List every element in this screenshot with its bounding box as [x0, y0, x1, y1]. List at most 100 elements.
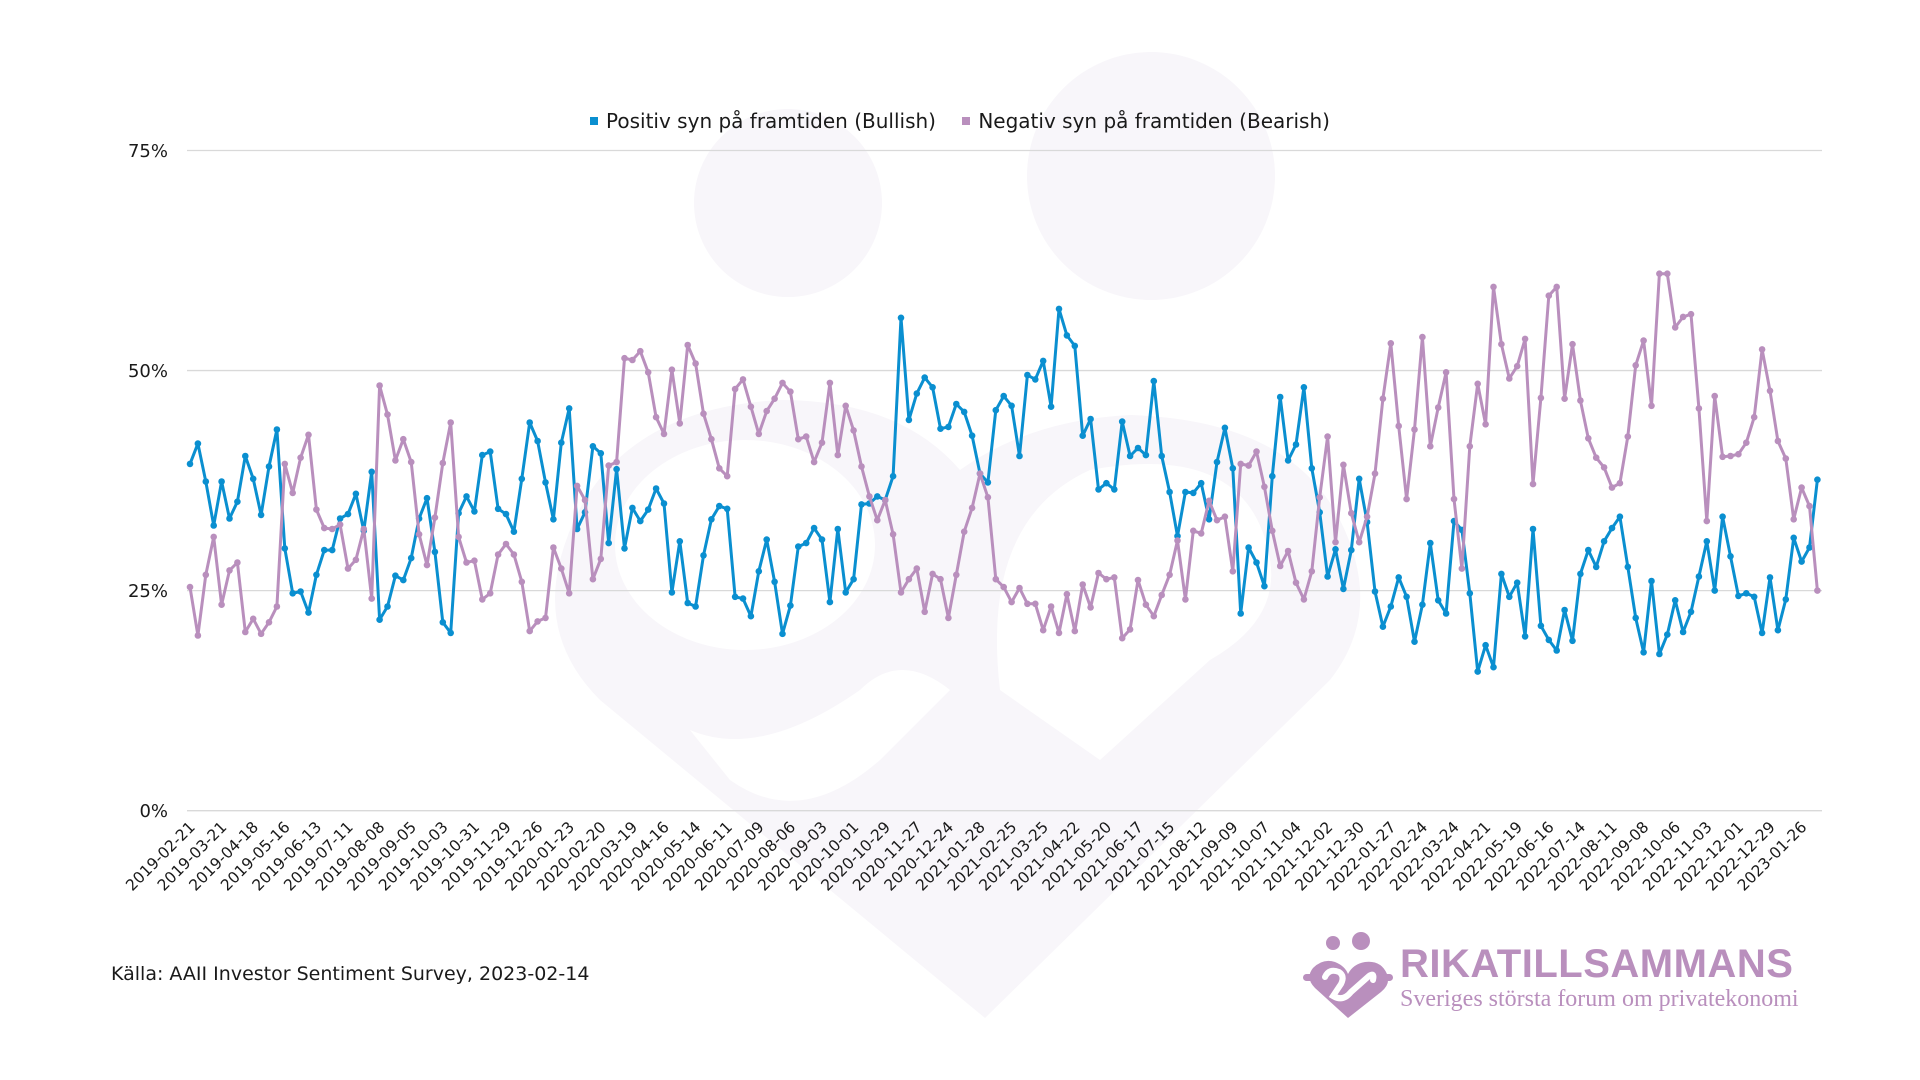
bearish-point	[834, 451, 842, 459]
bearish-point	[321, 524, 328, 532]
bullish-point	[1569, 637, 1576, 645]
bullish-point	[897, 314, 905, 322]
bullish-point	[1648, 577, 1655, 585]
bearish-point	[763, 407, 770, 415]
bearish-point	[1055, 629, 1063, 637]
bearish-point	[1403, 495, 1410, 503]
bearish-point	[1103, 575, 1110, 583]
bearish-point	[889, 531, 897, 538]
bullish-point	[1750, 593, 1758, 601]
bearish-point	[1237, 460, 1244, 468]
bearish-point	[1513, 362, 1521, 370]
bullish-point	[1561, 606, 1568, 614]
bearish-point	[676, 420, 684, 427]
bullish-point	[1261, 582, 1268, 590]
bearish-point	[384, 411, 391, 418]
bullish-point	[1032, 376, 1039, 383]
bearish-point	[360, 525, 368, 533]
bullish-point	[763, 536, 770, 543]
bearish-point	[1434, 404, 1442, 411]
bullish-point	[937, 425, 944, 433]
bearish-point	[708, 435, 715, 443]
bearish-point	[692, 360, 699, 367]
bullish-point	[905, 416, 913, 424]
bullish-point	[984, 479, 992, 486]
bearish-point	[1371, 470, 1379, 477]
bearish-point	[534, 618, 541, 625]
bearish-point	[1071, 627, 1079, 635]
bearish-point	[1577, 397, 1584, 404]
bearish-point	[1087, 604, 1094, 611]
bullish-point	[605, 539, 612, 547]
bullish-point	[218, 478, 225, 485]
legend-swatch-bearish	[962, 117, 971, 125]
bullish-point	[668, 589, 676, 596]
bullish-point	[613, 465, 620, 473]
bearish-point	[1671, 324, 1679, 331]
bearish-point	[1379, 395, 1387, 403]
bullish-point	[1221, 424, 1229, 432]
series-bearish	[186, 270, 1821, 642]
bearish-point	[328, 525, 336, 533]
bearish-point	[1300, 596, 1308, 603]
bullish-point	[1118, 418, 1126, 425]
bearish-point	[1190, 527, 1197, 535]
bearish-point	[960, 528, 968, 535]
bullish-point	[1600, 538, 1608, 545]
bearish-point	[1656, 270, 1663, 278]
bullish-point	[1766, 574, 1774, 581]
bearish-point	[257, 630, 265, 638]
bearish-point	[1221, 513, 1229, 520]
bearish-point	[937, 575, 944, 583]
y-tick-label: 25%	[128, 581, 168, 602]
bearish-point	[644, 369, 652, 376]
bullish-point	[479, 451, 486, 459]
bearish-point	[795, 435, 802, 443]
bearish-point	[1316, 494, 1323, 501]
bearish-point	[605, 462, 612, 469]
bearish-point	[1632, 362, 1639, 369]
bullish-point	[1679, 628, 1687, 636]
bearish-point	[242, 628, 249, 636]
brand-logo: RIKATILLSAMMANS Sveriges största forum o…	[1303, 932, 1823, 1022]
bearish-point	[1126, 626, 1134, 633]
bullish-point	[1758, 629, 1766, 637]
bearish-point	[1348, 509, 1355, 517]
bullish-point	[1711, 587, 1718, 594]
bearish-point	[1679, 313, 1687, 321]
bullish-point	[1340, 585, 1347, 593]
bearish-point	[573, 482, 581, 490]
bearish-point	[297, 454, 304, 462]
bearish-point	[1261, 483, 1268, 491]
bullish-point	[344, 510, 352, 518]
bearish-point	[518, 578, 526, 586]
bearish-point	[344, 565, 352, 572]
watermark-head-left	[694, 109, 882, 297]
bearish-point	[471, 557, 478, 564]
bearish-point	[392, 457, 399, 464]
bullish-point	[889, 472, 897, 480]
bearish-point	[1158, 591, 1165, 599]
bullish-point	[1111, 486, 1118, 493]
bullish-point	[1774, 626, 1782, 634]
bullish-point	[771, 578, 778, 586]
legend-item-bearish: Negativ syn på framtiden (Bearish)	[962, 109, 1330, 133]
bullish-point	[850, 575, 857, 583]
bullish-point	[826, 598, 834, 606]
bearish-point	[305, 431, 312, 439]
bearish-point	[589, 575, 597, 583]
bearish-point	[1039, 626, 1047, 634]
bullish-point	[1411, 638, 1418, 645]
bullish-point	[787, 602, 794, 609]
bearish-point	[929, 570, 936, 578]
bearish-point	[194, 632, 202, 639]
bearish-point	[921, 608, 928, 616]
bullish-point	[1735, 592, 1742, 600]
bearish-point	[1245, 462, 1252, 469]
bullish-point	[1355, 475, 1363, 483]
bearish-point	[1600, 464, 1608, 471]
bullish-point	[400, 576, 407, 584]
bullish-point	[1545, 636, 1553, 644]
bearish-point	[652, 413, 660, 421]
bullish-point	[226, 515, 233, 522]
